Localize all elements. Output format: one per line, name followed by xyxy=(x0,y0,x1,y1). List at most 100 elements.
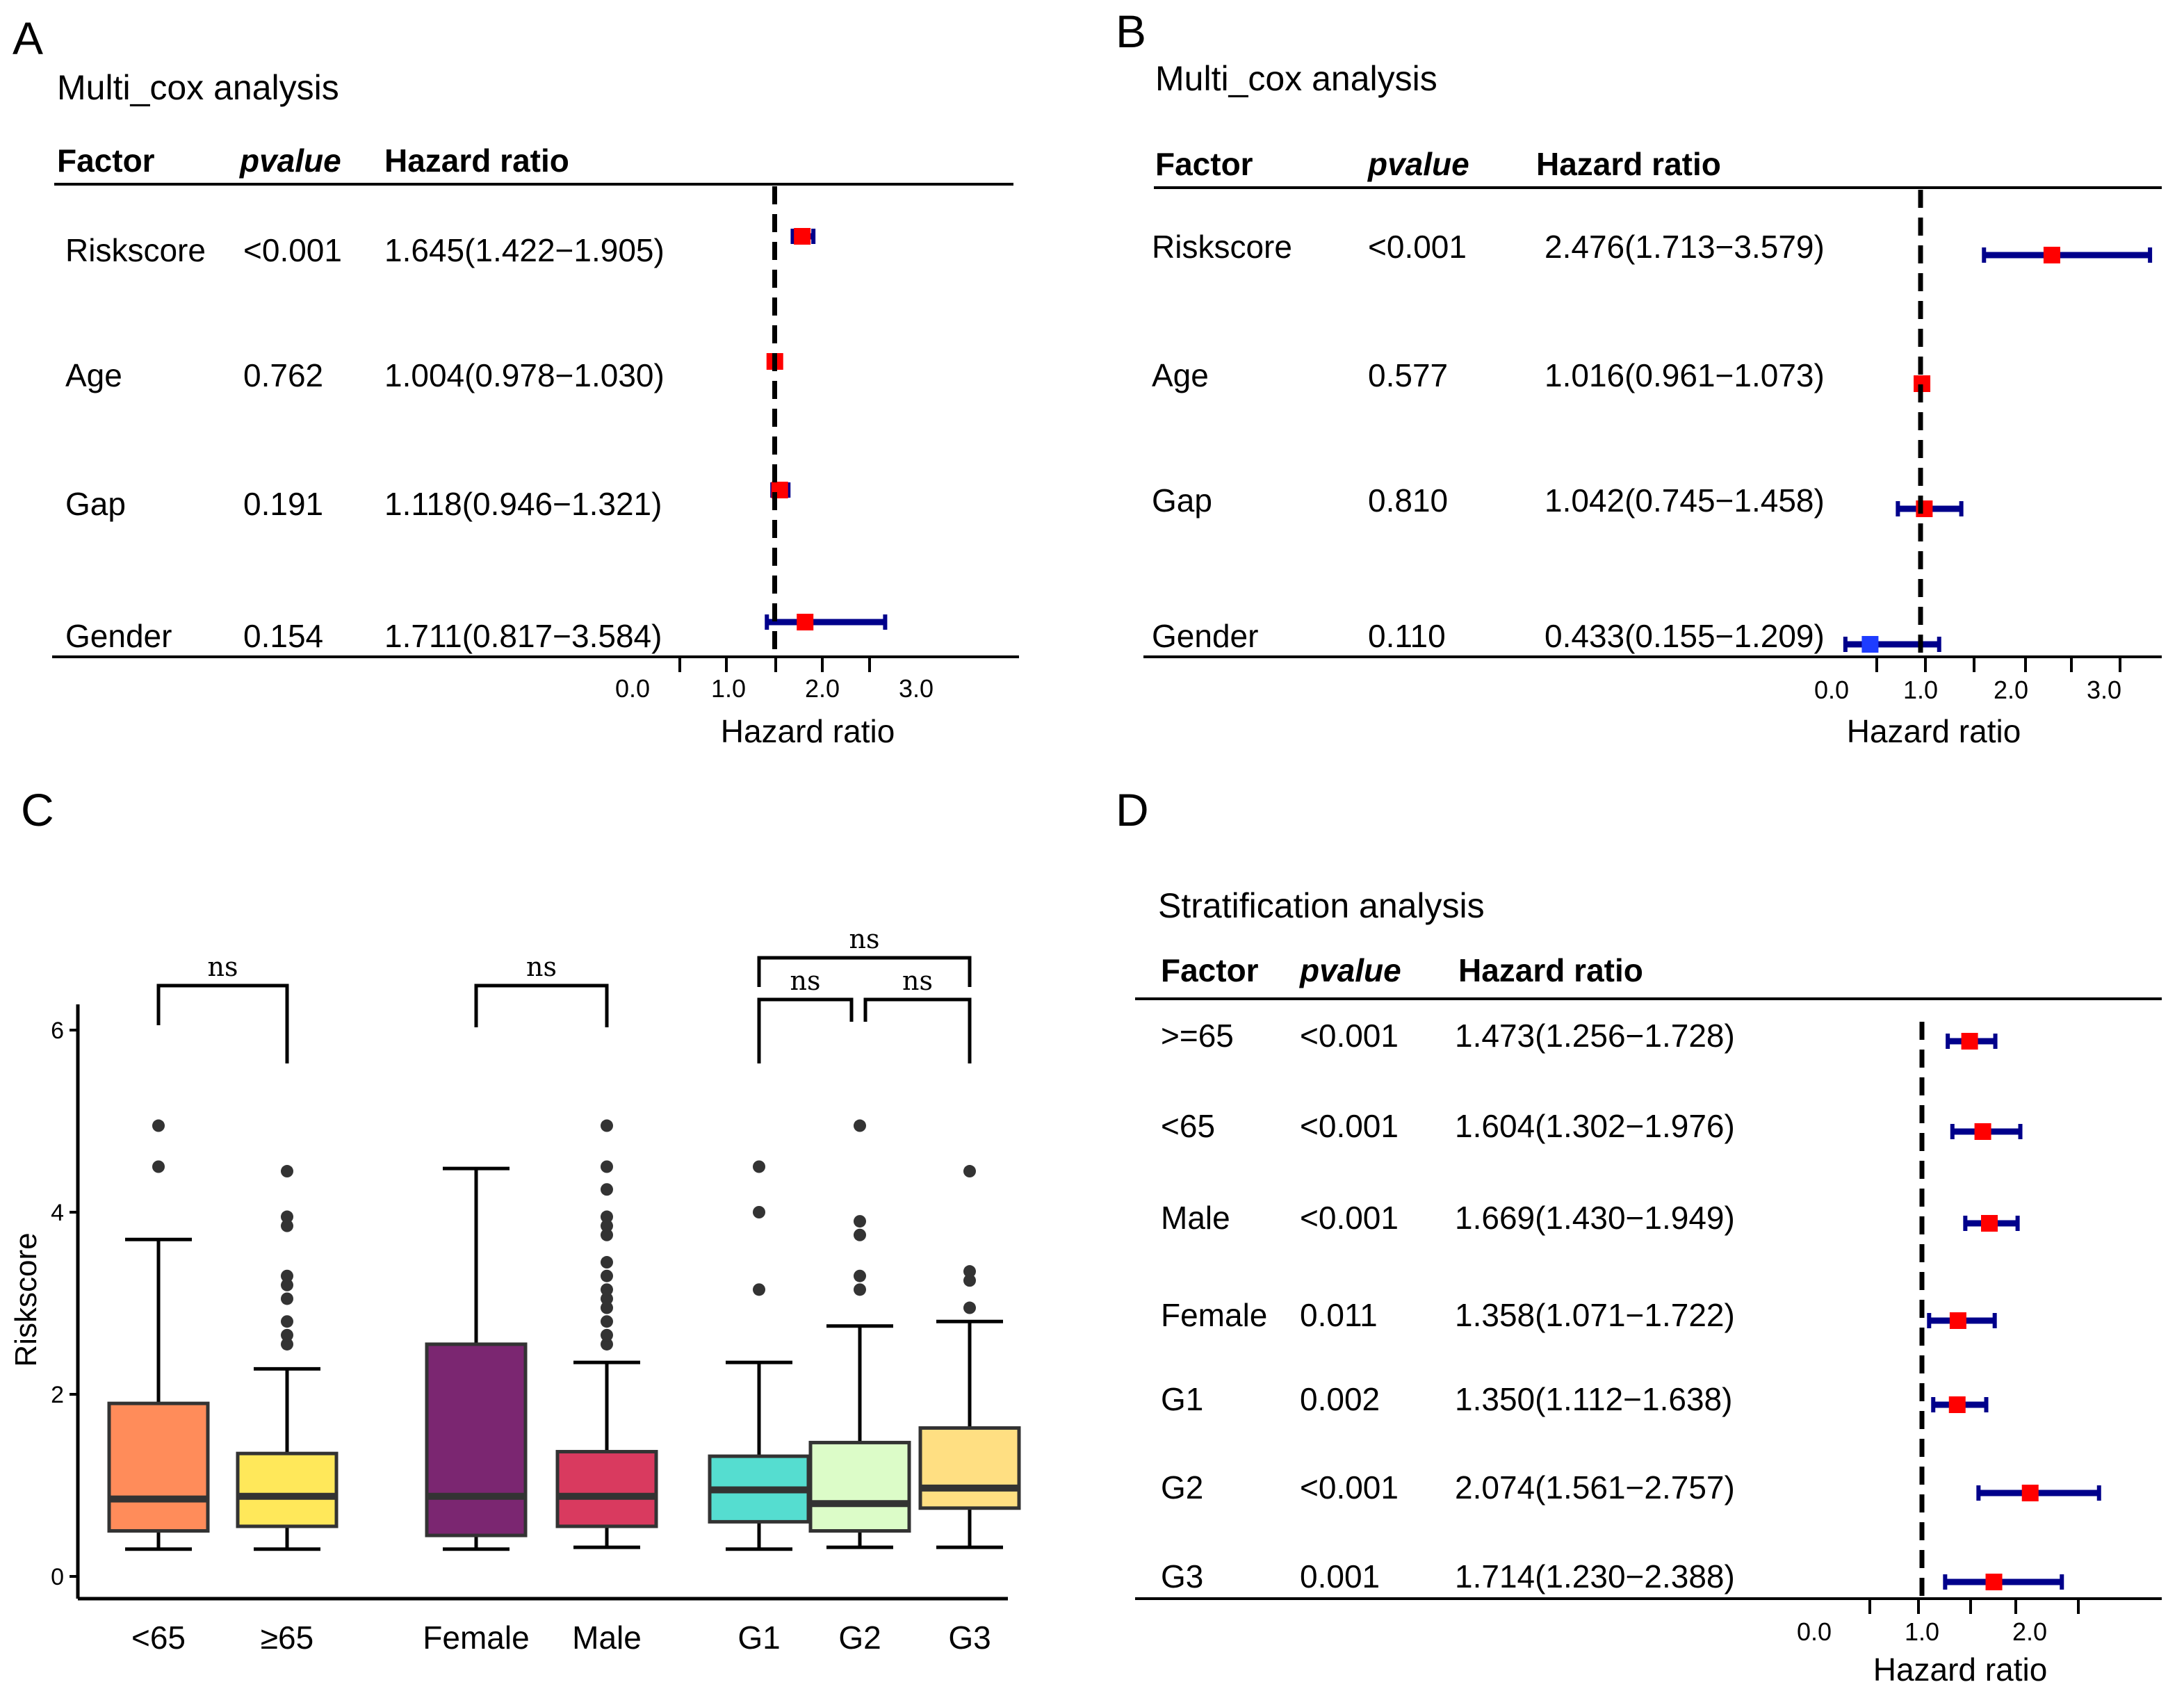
outlier-point xyxy=(152,1119,165,1132)
axis-tick-label: 3.0 xyxy=(2087,676,2121,704)
hazard-ratio-label: 1.669(1.430−1.949) xyxy=(1455,1200,1735,1236)
significance-bracket xyxy=(863,997,972,1063)
outlier-point xyxy=(281,1210,293,1223)
significance-label: ns xyxy=(790,965,821,996)
forest-plot-b: Multi_cox analysis Factor pvalue Hazard rat… xyxy=(1143,59,2162,749)
pvalue-label: 0.577 xyxy=(1368,357,1448,393)
outlier-point xyxy=(601,1328,613,1341)
hazard-ratio-label: 1.016(0.961−1.073) xyxy=(1545,357,1825,393)
outlier-point xyxy=(601,1315,613,1328)
hazard-ratio-label: 1.473(1.256−1.728) xyxy=(1455,1018,1735,1054)
category-label: G3 xyxy=(948,1620,991,1656)
significance-bracket xyxy=(757,997,854,1063)
axis-tick-label: 2.0 xyxy=(805,674,840,703)
category-label: Male xyxy=(572,1620,642,1656)
forest-plot-d: Stratification analysis Factor pvalue Hazar… xyxy=(1135,886,2162,1688)
outlier-point xyxy=(281,1219,293,1232)
hr-point xyxy=(1974,1123,1991,1140)
factor-label: Age xyxy=(1152,357,1209,393)
column-header: Factor xyxy=(57,142,155,179)
significance-label: ns xyxy=(208,952,238,982)
category-label: ≥65 xyxy=(261,1620,313,1656)
pvalue-label: 0.011 xyxy=(1300,1297,1378,1333)
category-label: G1 xyxy=(737,1620,780,1656)
hazard-ratio-label: 0.433(0.155−1.209) xyxy=(1545,618,1825,654)
outlier-point xyxy=(601,1256,613,1269)
hazard-ratio-label: 1.004(0.978−1.030) xyxy=(384,357,665,393)
y-tick-label: 4 xyxy=(51,1200,64,1226)
box xyxy=(425,1342,528,1537)
significance-label: ns xyxy=(526,952,557,982)
hazard-ratio-label: 2.476(1.713−3.579) xyxy=(1545,229,1825,265)
y-tick-label: 0 xyxy=(51,1564,64,1590)
forest-plot-a: Multi_cox analysis Factor pvalue Hazard rat… xyxy=(52,68,1019,749)
outlier-point xyxy=(753,1206,765,1218)
axis-tick-label: 1.0 xyxy=(711,674,746,703)
chart-title: Multi_cox analysis xyxy=(57,68,339,107)
hr-point xyxy=(1985,1574,2003,1590)
hazard-ratio-label: 1.118(0.946−1.321) xyxy=(384,486,662,522)
panel-letter-b: B xyxy=(1116,6,1146,57)
hr-point xyxy=(1949,1312,1966,1329)
outlier-point xyxy=(854,1228,866,1241)
chart-title: Multi_cox analysis xyxy=(1155,59,1437,98)
axis-tick-label: 0.0 xyxy=(1797,1617,1832,1646)
hazard-ratio-label: 1.350(1.112−1.638) xyxy=(1455,1381,1732,1417)
pvalue-label: <0.001 xyxy=(1300,1108,1399,1144)
significance-bracket xyxy=(474,984,609,1027)
factor-label: >=65 xyxy=(1161,1018,1234,1054)
factor-label: Male xyxy=(1161,1200,1230,1236)
column-header: Factor xyxy=(1161,952,1259,988)
pvalue-label: <0.001 xyxy=(1300,1469,1399,1506)
panel-letter-c: C xyxy=(21,784,54,835)
outlier-point xyxy=(281,1278,293,1291)
pvalue-label: <0.001 xyxy=(1368,229,1467,265)
factor-label: Gap xyxy=(1152,482,1212,519)
hr-point xyxy=(1861,636,1879,653)
column-header: Hazard ratio xyxy=(384,142,569,179)
factor-label: Female xyxy=(1161,1297,1267,1333)
outlier-point xyxy=(854,1215,866,1228)
hazard-ratio-label: 1.358(1.071−1.722) xyxy=(1455,1297,1735,1333)
axis-tick-label: 0.0 xyxy=(1814,676,1849,704)
outlier-point xyxy=(601,1228,613,1241)
outlier-point xyxy=(601,1183,613,1196)
factor-label: G1 xyxy=(1161,1381,1203,1417)
pvalue-label: 0.154 xyxy=(243,618,323,654)
column-header: pvalue xyxy=(238,142,341,179)
outlier-point xyxy=(601,1337,613,1351)
outlier-point xyxy=(601,1301,613,1314)
outlier-point xyxy=(281,1165,293,1178)
pvalue-label: 0.191 xyxy=(243,486,323,522)
hr-point xyxy=(1981,1215,1998,1232)
y-tick-label: 6 xyxy=(51,1018,64,1044)
column-header: Hazard ratio xyxy=(1458,952,1643,988)
outlier-point xyxy=(281,1328,293,1341)
factor-label: <65 xyxy=(1161,1108,1215,1144)
box xyxy=(918,1426,1021,1510)
hr-point xyxy=(794,228,811,245)
factor-label: Gender xyxy=(1152,618,1258,654)
box xyxy=(236,1451,339,1528)
factor-label: Age xyxy=(65,357,122,393)
outlier-point xyxy=(281,1337,293,1351)
column-header: Hazard ratio xyxy=(1536,146,1721,182)
outlier-point xyxy=(601,1119,613,1132)
outlier-point xyxy=(152,1160,165,1173)
outlier-point xyxy=(963,1301,976,1314)
pvalue-label: 0.810 xyxy=(1368,482,1448,519)
column-header: pvalue xyxy=(1367,146,1469,182)
outlier-point xyxy=(601,1210,613,1223)
outlier-point xyxy=(753,1160,765,1173)
category-label: G2 xyxy=(838,1620,881,1656)
hazard-ratio-label: 1.711(0.817−3.584) xyxy=(384,618,662,654)
factor-label: Riskscore xyxy=(65,232,206,268)
outlier-point xyxy=(854,1119,866,1132)
hazard-ratio-label: 2.074(1.561−2.757) xyxy=(1455,1469,1735,1506)
axis-tick-label: 1.0 xyxy=(1903,676,1938,704)
outlier-point xyxy=(281,1269,293,1282)
outlier-point xyxy=(854,1283,866,1296)
hr-point xyxy=(797,614,814,630)
outlier-point xyxy=(281,1292,293,1305)
x-axis-label: Hazard ratio xyxy=(1847,713,2021,749)
